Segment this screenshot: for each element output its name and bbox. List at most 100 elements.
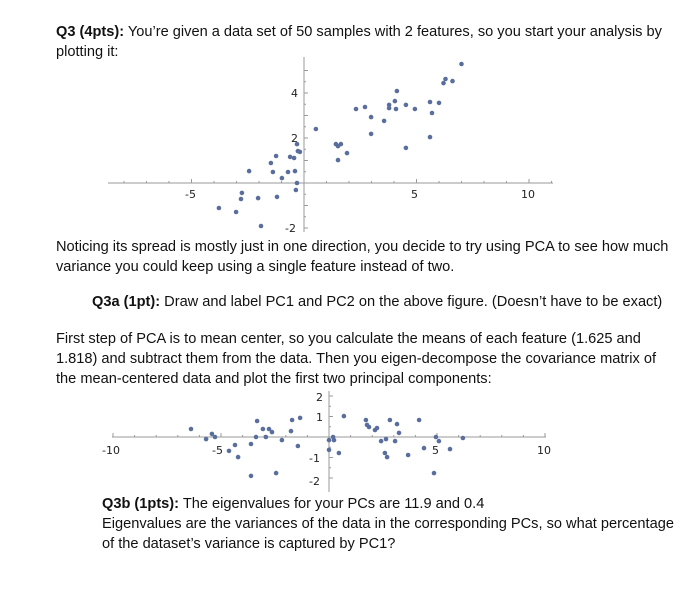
data-point [279, 437, 285, 443]
data-point [260, 426, 266, 432]
data-point [248, 441, 254, 447]
data-point [274, 194, 280, 200]
x-tick-label: 10 [521, 188, 535, 201]
data-point [393, 106, 399, 112]
data-point [341, 413, 347, 419]
q3b-line3: of the dataset’s variance is captured by… [102, 536, 396, 552]
y-tick-label: 1 [316, 411, 323, 424]
x-tick-label: 5 [411, 188, 418, 201]
data-point [421, 445, 427, 451]
data-point [381, 118, 387, 124]
plot2-axes: -10 -5 5 10 2 1 -1 -2 [102, 391, 551, 492]
data-point [392, 438, 398, 444]
data-point [460, 435, 466, 441]
data-point [436, 100, 442, 106]
spread-line2: variance you could keep using a single f… [56, 259, 455, 275]
data-point [429, 110, 435, 116]
data-point [254, 418, 260, 424]
data-point [450, 78, 455, 84]
data-point [368, 114, 374, 120]
data-point [258, 223, 264, 229]
data-point [386, 105, 392, 111]
data-point [374, 425, 380, 431]
data-point [270, 169, 276, 175]
data-point [294, 180, 300, 186]
data-point [188, 426, 194, 432]
q3-intro-line1: Q3 (4pts): You’re given a data set of 50… [56, 22, 662, 42]
data-point [273, 153, 279, 159]
x-tick-label: -5 [185, 188, 196, 201]
pca-step-line3: the mean-centered data and plot the firs… [56, 371, 492, 387]
data-point [403, 145, 409, 151]
data-point [353, 106, 359, 112]
y-tick-label: 2 [291, 132, 298, 145]
data-point [363, 417, 369, 423]
pca-step-line1: First step of PCA is to mean center, so … [56, 331, 641, 347]
data-point [297, 149, 303, 155]
data-point [212, 434, 218, 440]
data-point [293, 187, 299, 193]
data-point [285, 169, 291, 175]
data-point [216, 205, 222, 211]
data-point [396, 430, 402, 436]
data-point [362, 104, 368, 110]
y-tick-label: 4 [291, 87, 298, 100]
q3a-heading: Q3a (1pt): [92, 294, 161, 310]
plot1-points [216, 61, 464, 229]
x-tick-label: -5 [212, 444, 223, 457]
data-point [253, 434, 259, 440]
y-tick-label: 2 [316, 391, 323, 404]
y-tick-label: -2 [309, 475, 320, 488]
data-point [436, 438, 442, 444]
data-point [433, 434, 439, 440]
q3b-heading: Q3b (1pts): [102, 496, 180, 512]
data-point [232, 442, 238, 448]
data-point [392, 98, 398, 104]
data-point [387, 417, 393, 423]
q3b-text: The eigenvalues for your PCs are 11.9 an… [179, 496, 485, 512]
data-point [248, 473, 254, 479]
data-point [233, 209, 239, 215]
data-point [326, 447, 332, 453]
q3b-line2: Eigenvalues are the variances of the dat… [102, 516, 674, 532]
data-point [289, 417, 295, 423]
q3b-line1: Q3b (1pts): The eigenvalues for your PCs… [102, 494, 484, 514]
data-point [238, 196, 244, 202]
data-point [331, 437, 337, 443]
x-tick-label: 10 [537, 444, 551, 457]
data-point [378, 438, 384, 444]
data-point [383, 436, 389, 442]
data-point [255, 195, 261, 201]
data-point [203, 436, 209, 442]
data-point [441, 80, 446, 86]
data-point [326, 437, 332, 443]
data-point [336, 450, 342, 456]
data-point [386, 102, 392, 108]
data-point [344, 150, 350, 156]
q3-intro-text: You’re given a data set of 50 samples wi… [124, 24, 662, 40]
data-point [412, 106, 418, 112]
data-point [335, 157, 341, 163]
data-point [382, 450, 388, 456]
data-point [279, 175, 285, 181]
data-point [291, 155, 297, 161]
data-point [269, 429, 275, 435]
data-point [416, 417, 422, 423]
pca-step-line2: 1.818) and subtract them from the data. … [56, 351, 657, 367]
data-point [443, 76, 448, 82]
data-point [288, 428, 294, 434]
data-point [405, 452, 411, 458]
q3-heading: Q3 (4pts): [56, 24, 125, 40]
spread-line1: Noticing its spread is mostly just in on… [56, 239, 669, 255]
y-tick-label: -1 [309, 452, 320, 465]
y-tick-label: -2 [285, 222, 296, 235]
data-point [366, 424, 372, 430]
data-point [246, 168, 252, 174]
data-point [427, 134, 433, 140]
data-point [459, 61, 464, 67]
data-point [403, 102, 409, 108]
data-point [268, 160, 274, 166]
data-point [384, 454, 390, 460]
